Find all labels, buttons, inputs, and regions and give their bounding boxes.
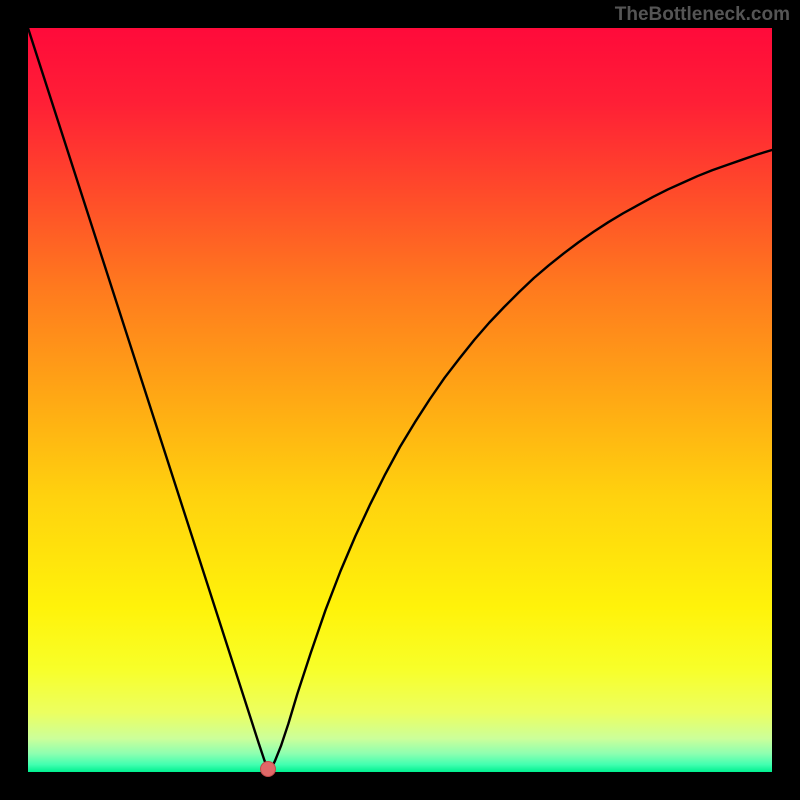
plot-area <box>28 28 772 772</box>
figure-container: TheBottleneck.com <box>0 0 800 800</box>
bottleneck-curve <box>28 28 772 772</box>
optimum-marker <box>260 761 276 777</box>
watermark-text: TheBottleneck.com <box>615 4 790 26</box>
